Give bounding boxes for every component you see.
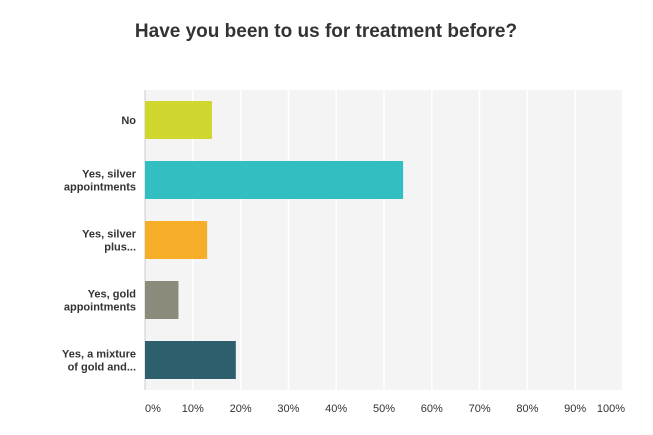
x-tick-label: 80%	[516, 403, 538, 415]
bars	[145, 101, 404, 379]
category-label: Yes, gold	[88, 289, 136, 301]
bar	[145, 101, 212, 139]
chart-title: Have you been to us for treatment before…	[135, 21, 517, 42]
x-tick-label: 40%	[325, 403, 347, 415]
x-tick-label: 90%	[564, 403, 586, 415]
bar	[145, 161, 404, 199]
category-label: Yes, silver	[82, 169, 137, 181]
category-label: Yes, silver	[82, 229, 137, 241]
bar	[145, 341, 236, 379]
category-label: plus...	[104, 242, 136, 254]
category-label: appointments	[64, 182, 136, 194]
x-tick-label: 50%	[373, 403, 395, 415]
x-tick-label: 60%	[421, 403, 443, 415]
x-tick-label: 20%	[230, 403, 252, 415]
x-tick-label: 100%	[597, 403, 625, 415]
x-tick-label: 0%	[145, 403, 161, 415]
x-tick-label: 70%	[469, 403, 491, 415]
category-label: of gold and...	[68, 362, 136, 374]
x-axis-ticks: 0% 10% 20% 30% 40% 50% 60% 70% 80% 90% 100%	[145, 403, 625, 415]
bar	[145, 281, 179, 319]
category-label: Yes, a mixture	[62, 349, 136, 361]
category-label: No	[121, 115, 136, 127]
x-tick-label: 30%	[277, 403, 299, 415]
x-tick-label: 10%	[182, 403, 204, 415]
category-label: appointments	[64, 302, 136, 314]
bar	[145, 221, 208, 259]
